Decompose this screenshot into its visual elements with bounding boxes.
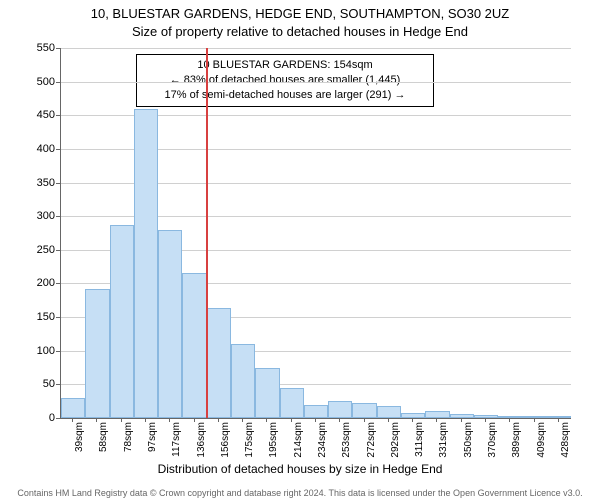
y-tick-mark: [56, 183, 60, 184]
histogram-bar: [158, 230, 182, 418]
x-tick-mark: [194, 418, 195, 422]
y-tick-mark: [56, 351, 60, 352]
histogram-bar: [377, 406, 401, 418]
y-tick-label: 500: [15, 76, 55, 88]
x-tick-label: 272sqm: [366, 422, 377, 462]
y-tick-mark: [56, 317, 60, 318]
x-tick-label: 292sqm: [390, 422, 401, 462]
annotation-box: 10 BLUESTAR GARDENS: 154sqm ← 83% of det…: [136, 54, 434, 107]
chart-footer: Contains HM Land Registry data © Crown c…: [0, 488, 600, 498]
histogram-bar: [61, 398, 85, 418]
y-tick-label: 450: [15, 109, 55, 121]
histogram-bar: [401, 413, 425, 418]
y-tick-mark: [56, 250, 60, 251]
plot-area: 10 BLUESTAR GARDENS: 154sqm ← 83% of det…: [60, 48, 571, 419]
histogram-bar: [110, 225, 134, 418]
y-tick-label: 350: [15, 177, 55, 189]
x-tick-label: 214sqm: [293, 422, 304, 462]
x-tick-label: 253sqm: [341, 422, 352, 462]
x-tick-mark: [242, 418, 243, 422]
x-tick-label: 97sqm: [147, 422, 158, 462]
chart-title-line1: 10, BLUESTAR GARDENS, HEDGE END, SOUTHAM…: [0, 6, 600, 21]
histogram-chart: 10, BLUESTAR GARDENS, HEDGE END, SOUTHAM…: [0, 0, 600, 500]
histogram-bar: [328, 401, 352, 418]
x-tick-label: 428sqm: [560, 422, 571, 462]
gridline: [61, 48, 571, 49]
annotation-line1: 10 BLUESTAR GARDENS: 154sqm: [143, 58, 427, 73]
x-tick-label: 389sqm: [511, 422, 522, 462]
histogram-bar: [522, 416, 546, 418]
histogram-bar: [85, 289, 109, 418]
x-tick-label: 136sqm: [196, 422, 207, 462]
y-tick-label: 50: [15, 378, 55, 390]
histogram-bar: [182, 273, 206, 418]
y-tick-label: 150: [15, 311, 55, 323]
x-tick-label: 350sqm: [463, 422, 474, 462]
x-tick-mark: [145, 418, 146, 422]
y-tick-mark: [56, 82, 60, 83]
x-tick-mark: [485, 418, 486, 422]
x-tick-mark: [388, 418, 389, 422]
x-axis-label: Distribution of detached houses by size …: [0, 462, 600, 476]
chart-title-line2: Size of property relative to detached ho…: [0, 24, 600, 39]
histogram-bar: [547, 416, 571, 418]
x-tick-label: 409sqm: [536, 422, 547, 462]
histogram-bar: [352, 403, 376, 418]
histogram-bar: [255, 368, 279, 418]
x-tick-mark: [315, 418, 316, 422]
y-tick-label: 400: [15, 143, 55, 155]
x-tick-label: 78sqm: [123, 422, 134, 462]
y-tick-label: 550: [15, 42, 55, 54]
y-tick-mark: [56, 216, 60, 217]
y-tick-mark: [56, 283, 60, 284]
x-tick-label: 58sqm: [98, 422, 109, 462]
histogram-bar: [304, 405, 328, 418]
y-tick-label: 250: [15, 244, 55, 256]
x-tick-mark: [121, 418, 122, 422]
gridline: [61, 82, 571, 83]
x-tick-label: 195sqm: [268, 422, 279, 462]
x-tick-label: 331sqm: [438, 422, 449, 462]
histogram-bar: [231, 344, 255, 418]
x-tick-label: 370sqm: [487, 422, 498, 462]
y-tick-mark: [56, 48, 60, 49]
x-tick-label: 117sqm: [171, 422, 182, 462]
histogram-bar: [280, 388, 304, 418]
x-tick-label: 234sqm: [317, 422, 328, 462]
histogram-bar: [134, 109, 158, 418]
histogram-bar: [450, 414, 474, 418]
x-tick-mark: [72, 418, 73, 422]
y-tick-label: 100: [15, 345, 55, 357]
y-tick-label: 200: [15, 277, 55, 289]
x-tick-label: 175sqm: [244, 422, 255, 462]
x-tick-mark: [291, 418, 292, 422]
x-tick-mark: [218, 418, 219, 422]
x-tick-mark: [534, 418, 535, 422]
histogram-bar: [425, 411, 449, 418]
x-tick-label: 311sqm: [414, 422, 425, 462]
y-tick-mark: [56, 149, 60, 150]
histogram-bar: [207, 308, 231, 418]
annotation-line3: 17% of semi-detached houses are larger (…: [143, 88, 427, 103]
y-tick-mark: [56, 418, 60, 419]
property-marker-line: [206, 48, 208, 418]
y-tick-mark: [56, 384, 60, 385]
annotation-line2: ← 83% of detached houses are smaller (1,…: [143, 73, 427, 88]
x-tick-label: 156sqm: [220, 422, 231, 462]
y-tick-label: 0: [15, 412, 55, 424]
y-tick-mark: [56, 115, 60, 116]
histogram-bar: [498, 416, 522, 418]
y-tick-label: 300: [15, 210, 55, 222]
x-tick-mark: [558, 418, 559, 422]
x-tick-mark: [412, 418, 413, 422]
x-tick-label: 39sqm: [74, 422, 85, 462]
x-tick-mark: [364, 418, 365, 422]
x-tick-mark: [461, 418, 462, 422]
